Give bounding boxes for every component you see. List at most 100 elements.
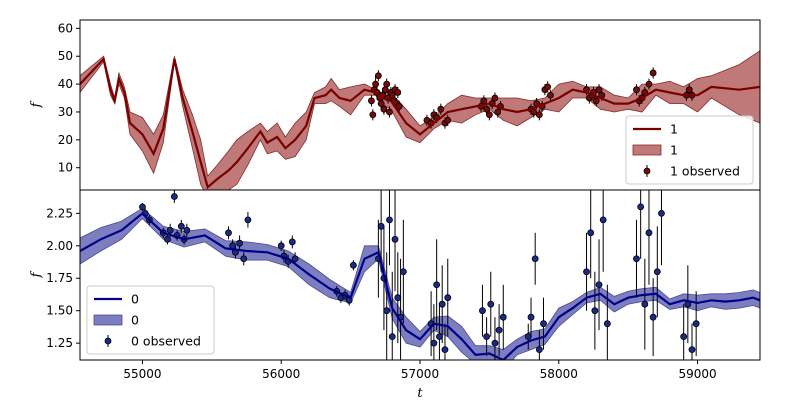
y-tick-label: 50 xyxy=(58,49,73,63)
observed-point xyxy=(225,229,232,237)
observed-point xyxy=(633,86,640,94)
observed-point xyxy=(374,72,382,80)
observed-point xyxy=(291,255,299,263)
legend-band-swatch xyxy=(93,314,123,326)
mean-line xyxy=(80,211,760,360)
bottom-panel: 1.25 1.50 1.75 2.00 2.25 55000 56000 57000 58000… xyxy=(29,189,761,381)
legend-label: 0 xyxy=(131,313,139,328)
observed-point xyxy=(685,86,693,94)
observed-point xyxy=(583,268,590,276)
y-tick-label: 40 xyxy=(58,77,73,91)
observed-point xyxy=(433,281,441,289)
observed-point xyxy=(480,97,488,105)
observed-point xyxy=(394,294,402,302)
x-axis-label: t xyxy=(417,386,423,400)
observed-point xyxy=(645,229,653,237)
observed-point xyxy=(139,203,146,211)
observed-point xyxy=(380,105,388,113)
observed-point xyxy=(645,80,653,88)
y-tick-label: 10 xyxy=(58,161,73,175)
observed-point xyxy=(164,235,171,243)
observed-point xyxy=(535,346,543,354)
observed-point xyxy=(688,346,696,354)
y-tick-label: 1.25 xyxy=(46,336,73,350)
observed-point xyxy=(240,255,248,263)
observed-point xyxy=(388,91,396,99)
plot-area xyxy=(80,190,760,360)
observed-point xyxy=(680,333,688,341)
observed-point xyxy=(236,239,243,247)
observed-point xyxy=(595,86,603,94)
observed-point xyxy=(491,339,499,347)
observed-point xyxy=(544,83,552,91)
observed-point xyxy=(637,203,645,211)
observed-point xyxy=(649,313,657,321)
observed-point xyxy=(395,102,403,110)
observed-point xyxy=(547,91,554,99)
observed-point xyxy=(444,294,452,302)
observed-point xyxy=(391,235,399,243)
observed-point xyxy=(377,222,385,230)
y-tick-label: 1.50 xyxy=(46,304,73,318)
observed-point xyxy=(369,111,377,119)
observed-point xyxy=(430,339,438,347)
observed-point xyxy=(436,333,443,341)
confidence-band xyxy=(80,50,760,190)
y-tick-label: 30 xyxy=(58,105,73,119)
observed-point xyxy=(166,226,174,234)
legend: 0 0 0 observed xyxy=(86,285,215,355)
legend-label: 1 observed xyxy=(670,164,740,179)
observed-point xyxy=(524,333,532,341)
observed-point xyxy=(495,326,503,334)
observed-point xyxy=(603,320,611,328)
observed-point xyxy=(441,346,449,354)
x-tick-label: 58000 xyxy=(540,367,578,381)
observed-point xyxy=(368,97,375,105)
observed-point xyxy=(692,320,700,328)
observed-point xyxy=(641,300,649,308)
observed-point xyxy=(599,216,607,224)
confidence-band xyxy=(80,207,760,360)
y-tick-label: 2.25 xyxy=(46,206,73,220)
observed-point xyxy=(386,108,393,116)
x-tick-label: 55000 xyxy=(123,367,161,381)
observed-point xyxy=(658,209,665,217)
observed-point xyxy=(288,238,296,246)
observed-point xyxy=(277,242,285,250)
observed-point xyxy=(377,100,385,108)
observed-point xyxy=(383,307,391,315)
y-tick-label: 20 xyxy=(58,133,73,147)
x-tick-label: 56000 xyxy=(262,367,300,381)
x-tick-label: 57000 xyxy=(401,367,439,381)
observed-point xyxy=(595,281,603,289)
legend-box xyxy=(625,115,754,185)
observed-point xyxy=(177,222,185,230)
y-axis-label: f xyxy=(29,100,44,108)
observed-point xyxy=(444,116,452,124)
observed-point xyxy=(499,313,507,321)
observed-point xyxy=(587,229,595,237)
legend-label: 0 observed xyxy=(131,334,201,349)
legend-band-swatch xyxy=(632,144,662,156)
legend: 1 1 1 observed xyxy=(625,115,754,185)
observed-point xyxy=(349,261,357,269)
observed-point xyxy=(633,255,640,263)
observed-point xyxy=(485,111,493,119)
observed-point xyxy=(394,89,402,96)
observed-point xyxy=(540,320,547,328)
observed-point xyxy=(527,313,535,321)
observed-point xyxy=(591,307,599,315)
observed-point xyxy=(437,105,445,113)
observed-point xyxy=(383,80,391,88)
mean-line xyxy=(80,56,760,190)
observed-point xyxy=(535,111,543,119)
observed-point xyxy=(649,69,657,77)
plot-area xyxy=(80,50,760,190)
legend-point-swatch xyxy=(643,167,651,175)
legend-label: 0 xyxy=(131,292,139,307)
observed-point xyxy=(381,86,389,94)
observed-point xyxy=(438,300,446,308)
observed-point xyxy=(531,255,539,263)
observed-point xyxy=(399,268,407,276)
